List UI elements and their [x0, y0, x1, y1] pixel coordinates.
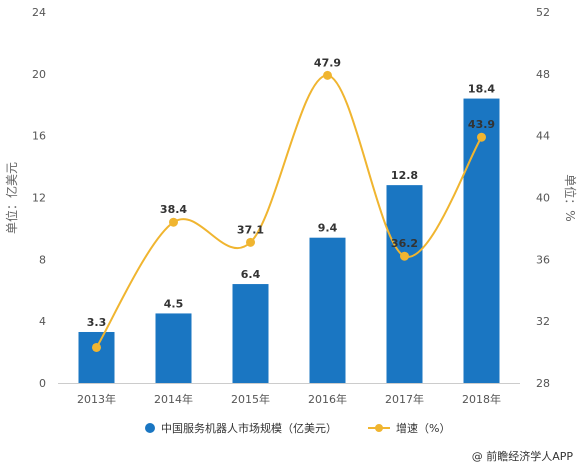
y2-tick-label: 40 [536, 192, 550, 205]
y2-tick-label: 48 [536, 68, 550, 81]
line-value-label: 36.2 [391, 237, 418, 250]
legend-bar-label: 中国服务机器人市场规模（亿美元） [161, 421, 337, 435]
y2-axis-title: 单位：% [563, 174, 578, 221]
line-point [92, 342, 101, 352]
y2-tick-label: 52 [536, 6, 550, 19]
y2-tick-label: 44 [536, 130, 550, 143]
y2-tick-label: 28 [536, 377, 550, 390]
line-point [477, 132, 486, 142]
line-value-label: 37.1 [237, 223, 264, 236]
growth-line [95, 74, 483, 348]
x-tick-label: 2015年 [231, 392, 270, 406]
y-tick-label: 4 [39, 315, 46, 328]
legend-line-marker [375, 424, 383, 432]
x-tick-label: 2018年 [462, 392, 501, 406]
y2-tick-label: 36 [536, 253, 550, 266]
y-tick-label: 20 [32, 68, 46, 81]
line-value-label: 47.9 [314, 56, 341, 69]
source-watermark: @ 前瞻经济学人APP [472, 449, 574, 463]
line-point [246, 237, 255, 247]
bar [463, 98, 500, 384]
bar-value-label: 4.5 [164, 297, 184, 310]
y-tick-label: 8 [39, 253, 46, 266]
bar [155, 313, 192, 383]
bar [309, 237, 346, 383]
x-tick-label: 2016年 [308, 392, 347, 406]
bar-value-label: 6.4 [241, 268, 261, 281]
x-tick-label: 2017年 [385, 392, 424, 406]
legend-bar-marker [145, 423, 155, 433]
line-point [169, 217, 178, 227]
y-tick-label: 16 [32, 130, 46, 143]
legend-line-label: 增速（%） [396, 421, 450, 435]
bar-value-label: 18.4 [468, 83, 495, 96]
line-point [323, 70, 332, 80]
line-point [400, 251, 409, 261]
bar-value-label: 12.8 [391, 169, 418, 182]
bar-value-label: 9.4 [318, 222, 338, 235]
bar [232, 284, 269, 383]
bar-value-label: 3.3 [87, 316, 107, 329]
y2-tick-label: 32 [536, 315, 550, 328]
bar [386, 185, 423, 383]
y-tick-label: 24 [32, 6, 46, 19]
line-value-label: 43.9 [468, 118, 495, 131]
y-tick-label: 0 [39, 377, 46, 390]
bar [78, 331, 115, 383]
x-tick-label: 2013年 [77, 392, 116, 406]
x-tick-label: 2014年 [154, 392, 193, 406]
line-value-label: 38.4 [160, 203, 187, 216]
y-axis-title: 单位：亿美元 [4, 162, 19, 234]
y-tick-label: 12 [32, 192, 46, 205]
